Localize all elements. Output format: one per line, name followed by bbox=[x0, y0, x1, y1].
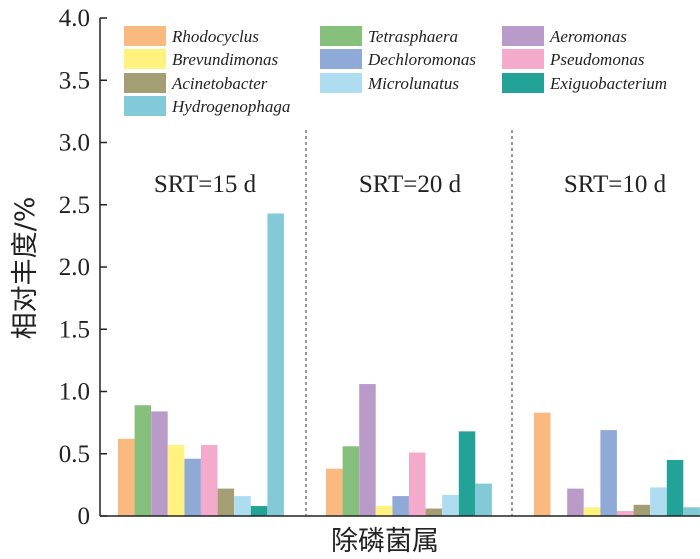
bar-tetrasphaera-1 bbox=[342, 446, 360, 516]
legend-swatch bbox=[502, 26, 544, 46]
group-label: SRT=10 d bbox=[564, 171, 667, 198]
legend-swatch bbox=[320, 49, 362, 69]
bars-layer bbox=[118, 213, 700, 516]
legend-label: Aeromonas bbox=[549, 27, 627, 46]
legend-label: Acinetobacter bbox=[171, 74, 268, 93]
legend-label: Dechloromonas bbox=[367, 50, 476, 69]
y-tick-label: 4.0 bbox=[59, 5, 90, 32]
bar-microlunatus-1 bbox=[442, 494, 459, 516]
bar-pseudomonas-1 bbox=[409, 452, 426, 516]
legend-swatch bbox=[320, 26, 362, 46]
y-tick-label: 0.5 bbox=[59, 441, 90, 468]
legend-swatch bbox=[502, 49, 544, 69]
bar-rhodocyclus-1 bbox=[326, 468, 343, 516]
legend-swatch bbox=[320, 73, 362, 93]
legend-label: Hydrogenophaga bbox=[171, 97, 290, 116]
group-separators bbox=[305, 130, 513, 516]
bar-acinetobacter-1 bbox=[425, 508, 443, 516]
y-tick-label: 1.0 bbox=[59, 379, 90, 406]
group-labels-layer: SRT=15 d SRT=20 d SRT=10 d bbox=[154, 171, 667, 198]
bar-hydrogenophaga-2 bbox=[683, 507, 700, 516]
legend-label: Brevundimonas bbox=[172, 50, 278, 69]
y-tick-label: 2.5 bbox=[59, 192, 90, 219]
bar-pseudomonas-2 bbox=[617, 511, 634, 516]
bar-acinetobacter-2 bbox=[633, 504, 651, 516]
y-tick-label: 3.0 bbox=[59, 130, 90, 157]
bar-rhodocyclus-0 bbox=[118, 438, 135, 516]
legend-label: Rhodocyclus bbox=[171, 27, 259, 46]
bar-dechloromonas-1 bbox=[392, 496, 409, 516]
axes-layer: 0 0.5 1.0 1.5 2.0 2.5 3.0 3.5 4.0 bbox=[59, 5, 700, 530]
bar-exiguobacterium-1 bbox=[458, 431, 476, 516]
bar-acinetobacter-0 bbox=[217, 488, 235, 516]
x-axis-label: 除磷菌属 bbox=[331, 526, 439, 557]
bar-hydrogenophaga-0 bbox=[267, 213, 284, 516]
bar-hydrogenophaga-1 bbox=[475, 483, 492, 516]
bar-dechloromonas-2 bbox=[600, 430, 617, 516]
legend-swatch bbox=[124, 26, 166, 46]
bar-brevundimonas-0 bbox=[167, 445, 185, 516]
bar-tetrasphaera-0 bbox=[134, 405, 152, 516]
bar-microlunatus-0 bbox=[234, 496, 251, 516]
bar-exiguobacterium-2 bbox=[666, 459, 684, 516]
legend-label: Tetrasphaera bbox=[368, 27, 458, 46]
group-label: SRT=20 d bbox=[359, 171, 462, 198]
bar-dechloromonas-0 bbox=[184, 458, 201, 516]
bar-pseudomonas-0 bbox=[201, 445, 218, 516]
legend-swatch bbox=[124, 49, 166, 69]
bar-microlunatus-2 bbox=[650, 487, 667, 516]
y-tick-label: 2.0 bbox=[59, 254, 90, 281]
bar-brevundimonas-2 bbox=[583, 507, 601, 516]
bar-aeromonas-0 bbox=[151, 411, 168, 516]
bar-brevundimonas-1 bbox=[375, 506, 393, 516]
y-axis-label: 相对丰度/% bbox=[10, 197, 41, 340]
bar-rhodocyclus-2 bbox=[534, 412, 551, 516]
legend-swatch bbox=[124, 73, 166, 93]
bar-aeromonas-1 bbox=[359, 384, 376, 516]
legend-label: Microlunatus bbox=[367, 74, 459, 93]
legend-swatch bbox=[124, 96, 166, 116]
legend-label: Pseudomonas bbox=[549, 50, 645, 69]
bar-exiguobacterium-0 bbox=[250, 506, 268, 516]
group-label: SRT=15 d bbox=[154, 171, 257, 198]
bar-aeromonas-2 bbox=[567, 488, 584, 516]
legend-swatch bbox=[502, 73, 544, 93]
legend-label: Exiguobacterium bbox=[549, 74, 667, 93]
legend: Rhodocyclus Tetrasphaera Aeromonas Brevundi… bbox=[124, 26, 667, 116]
y-tick-label: 3.5 bbox=[59, 67, 90, 94]
y-tick-label: 1.5 bbox=[59, 316, 90, 343]
y-tick-label: 0 bbox=[78, 503, 91, 530]
